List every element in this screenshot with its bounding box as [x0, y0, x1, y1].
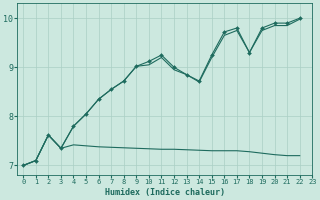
- X-axis label: Humidex (Indice chaleur): Humidex (Indice chaleur): [105, 188, 225, 197]
